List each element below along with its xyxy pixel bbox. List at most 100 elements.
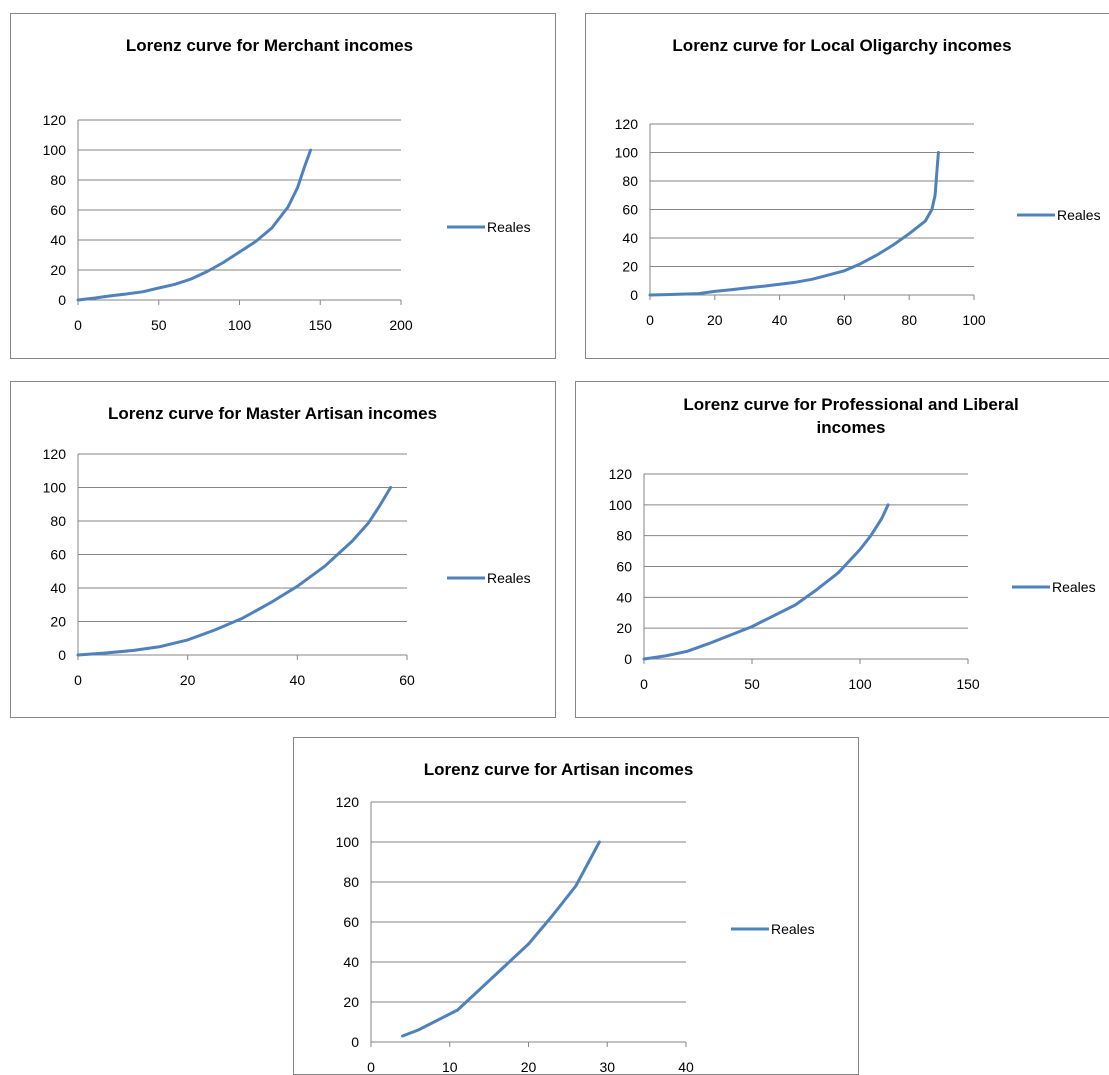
data-point xyxy=(174,283,176,286)
data-point xyxy=(772,615,775,617)
data-point xyxy=(937,151,940,154)
data-point xyxy=(141,291,144,293)
data-point xyxy=(303,167,305,169)
y-tick-label: 20 xyxy=(343,994,359,1010)
data-point xyxy=(158,287,160,289)
y-tick-label: 100 xyxy=(336,834,360,850)
data-point xyxy=(104,652,107,654)
x-tick-label: 10 xyxy=(442,1059,458,1074)
y-tick-label: 20 xyxy=(622,259,638,275)
data-point xyxy=(892,244,894,246)
chart-title: Lorenz curve for Artisan incomes xyxy=(424,760,694,779)
y-tick-label: 40 xyxy=(622,230,638,246)
data-point xyxy=(746,287,748,289)
data-point xyxy=(351,540,354,542)
chart-panel-local-oligarchy: Lorenz curve for Local Oligarchy incomes… xyxy=(585,13,1109,359)
x-tick-label: 100 xyxy=(848,676,872,692)
data-point xyxy=(324,565,326,567)
data-point xyxy=(816,588,818,591)
data-point xyxy=(681,293,684,295)
x-tick-label: 80 xyxy=(901,312,917,328)
x-tick-label: 0 xyxy=(646,312,654,328)
chart-svg: Lorenz curve for Professional and Libera… xyxy=(609,395,1096,692)
data-point xyxy=(254,240,257,243)
data-point xyxy=(296,585,299,588)
x-tick-label: 20 xyxy=(180,672,196,688)
series-line xyxy=(401,840,601,1038)
data-point xyxy=(222,261,225,264)
series-line xyxy=(76,486,393,657)
data-point xyxy=(109,295,112,297)
chart-svg: Lorenz curve for Master Artisan incomes 0… xyxy=(43,404,531,688)
x-tick-label: 0 xyxy=(74,317,82,333)
data-point xyxy=(708,642,710,645)
y-tick-label: 80 xyxy=(343,874,359,890)
legend-label: Reales xyxy=(487,219,531,235)
data-point xyxy=(751,625,753,628)
legend-label: Reales xyxy=(487,570,531,586)
x-tick-label: 50 xyxy=(151,317,167,333)
data-point xyxy=(238,251,241,253)
x-tick-label: 100 xyxy=(228,317,252,333)
series-line xyxy=(648,151,940,297)
chart-panel-master-artisan: Lorenz curve for Master Artisan incomes 0… xyxy=(10,381,556,718)
data-point xyxy=(837,571,840,574)
y-tick-label: 0 xyxy=(58,292,66,308)
data-point xyxy=(924,220,927,222)
y-tick-label: 0 xyxy=(624,651,632,667)
data-point xyxy=(697,292,700,295)
y-tick-label: 0 xyxy=(351,1034,359,1050)
data-point xyxy=(664,655,667,657)
data-point xyxy=(93,297,95,299)
data-point xyxy=(186,639,189,641)
y-tick-label: 120 xyxy=(43,446,67,462)
y-tick-label: 0 xyxy=(630,287,638,303)
chart-svg: Lorenz curve for Merchant incomes 0 20 40 60… xyxy=(43,36,531,333)
y-tick-label: 60 xyxy=(50,202,66,218)
x-tick-label: 100 xyxy=(962,312,986,328)
data-point xyxy=(456,1009,459,1011)
x-tick-label: 30 xyxy=(599,1059,615,1074)
data-point xyxy=(935,173,938,175)
y-tick-label: 120 xyxy=(615,116,639,132)
x-tick-label: 40 xyxy=(678,1059,694,1074)
y-tick-label: 40 xyxy=(343,954,359,970)
chart-panel-artisan: Lorenz curve for Artisan incomes 0 20 40 60 8… xyxy=(293,737,859,1075)
x-tick-label: 40 xyxy=(290,672,306,688)
data-point xyxy=(649,294,651,296)
data-point xyxy=(887,504,889,506)
chart-title: Lorenz curve for Professional and Libera… xyxy=(683,395,1018,414)
x-tick-label: 40 xyxy=(772,312,788,328)
y-tick-label: 120 xyxy=(609,466,633,482)
y-tick-label: 80 xyxy=(50,513,66,529)
chart-title: Lorenz curve for Merchant incomes xyxy=(126,36,413,55)
data-point xyxy=(827,274,829,276)
data-point xyxy=(729,634,732,636)
data-point xyxy=(296,186,299,189)
data-point xyxy=(378,505,381,507)
y-tick-label: 20 xyxy=(50,262,66,278)
x-tick-label: 50 xyxy=(744,676,760,692)
y-tick-label: 40 xyxy=(50,232,66,248)
chart-svg: Lorenz curve for Local Oligarchy incomes… xyxy=(615,36,1101,328)
data-point xyxy=(686,650,688,653)
chart-title: Lorenz curve for Local Oligarchy incomes xyxy=(672,36,1011,55)
data-point xyxy=(389,486,392,489)
y-tick-label: 60 xyxy=(616,559,632,575)
x-tick-label: 60 xyxy=(399,672,415,688)
data-point xyxy=(401,1035,404,1037)
y-tick-label: 20 xyxy=(50,614,66,630)
data-point xyxy=(367,521,370,524)
data-point xyxy=(504,965,506,967)
y-tick-label: 100 xyxy=(43,142,67,158)
y-tick-label: 0 xyxy=(58,647,66,663)
data-point xyxy=(714,290,716,293)
chart-title: incomes xyxy=(817,418,886,437)
data-point xyxy=(843,270,846,272)
data-point xyxy=(598,841,601,843)
y-tick-label: 80 xyxy=(622,173,638,189)
chart-svg: Lorenz curve for Artisan incomes 0 20 40 60 8… xyxy=(336,760,815,1074)
data-point xyxy=(77,654,79,656)
series-line xyxy=(642,503,890,661)
data-point xyxy=(643,658,645,660)
